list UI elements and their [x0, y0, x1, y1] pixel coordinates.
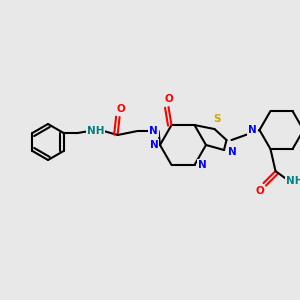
Text: N: N	[248, 125, 257, 135]
Text: NH: NH	[87, 126, 104, 136]
Text: N: N	[150, 140, 158, 150]
Text: O: O	[116, 104, 125, 114]
Text: O: O	[164, 94, 173, 104]
Text: N: N	[198, 160, 207, 170]
Text: S: S	[213, 114, 220, 124]
Text: N: N	[149, 126, 158, 136]
Text: NH: NH	[286, 176, 300, 186]
Text: N: N	[228, 147, 236, 157]
Text: O: O	[255, 186, 264, 196]
